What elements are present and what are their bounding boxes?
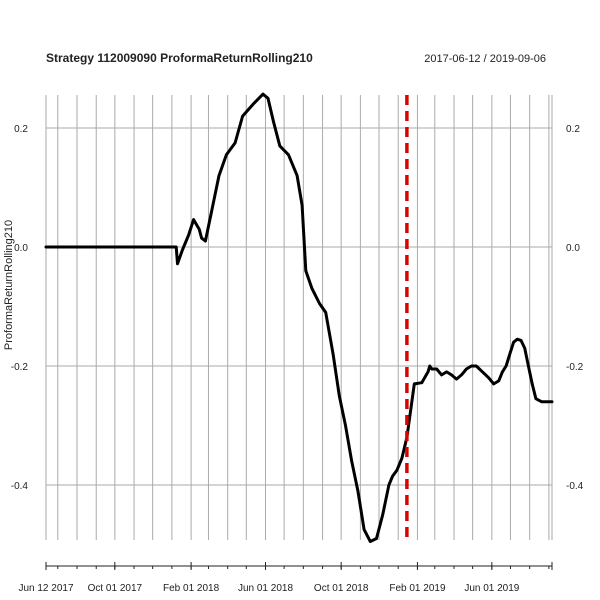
y-tick-label-right: 0.0 [566, 243, 580, 254]
x-tick-label: Oct 01 2017 [88, 583, 143, 594]
y-tick-label-left: -0.4 [11, 481, 29, 492]
x-tick-label: Feb 01 2019 [389, 583, 446, 594]
y-tick-label-left: -0.2 [11, 362, 29, 373]
grid-layer [45, 95, 553, 540]
x-tick-label: Jun 01 2018 [238, 583, 293, 594]
y-tick-label-right: -0.2 [566, 362, 584, 373]
y-axis-label: ProformaReturnRolling210 [3, 220, 15, 350]
data-layer [44, 92, 554, 543]
chart-title: Strategy 112009090 ProformaReturnRolling… [46, 51, 313, 65]
y-tick-label-right: 0.2 [566, 124, 580, 135]
x-tick-label: Jun 12 2017 [18, 583, 73, 594]
series-line [44, 92, 554, 543]
date-range-label: 2017-06-12 / 2019-09-06 [424, 53, 546, 65]
x-tick-label: Oct 01 2018 [314, 583, 369, 594]
axis-layer: 0.2 0.2 0.0 0.0 -0.2 -0.2 -0.4 -0.4 Jun 12 2017 O… [11, 124, 584, 594]
y-tick-label-left: 0.2 [14, 124, 28, 135]
y-tick-label-right: -0.4 [566, 481, 584, 492]
y-tick-label-left: 0.0 [14, 243, 28, 254]
x-tick-label: Jun 01 2019 [464, 583, 519, 594]
x-tick-label: Feb 01 2018 [163, 583, 220, 594]
